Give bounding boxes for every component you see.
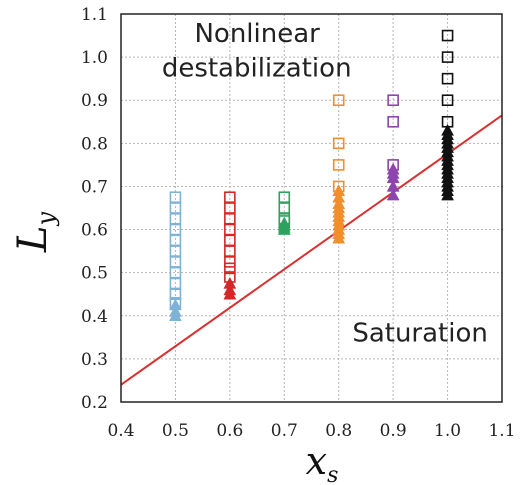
y-tick-label: 0.5 — [81, 264, 108, 284]
saturation-label: Saturation — [352, 319, 488, 349]
y-tick-label: 1.0 — [81, 48, 108, 68]
y-tick-label: 0.4 — [81, 307, 108, 327]
filled-triangle-point — [223, 287, 237, 300]
y-axis-label-main: L — [10, 226, 56, 254]
open-square-point — [224, 256, 236, 268]
open-square-point — [441, 51, 454, 63]
y-tick-label: 0.2 — [81, 393, 108, 413]
open-square-point — [441, 94, 454, 107]
open-square-point — [332, 94, 345, 107]
open-square-point — [332, 159, 345, 171]
y-axis-label: Ly — [10, 212, 60, 254]
x-tick-label: 0.7 — [271, 421, 298, 441]
y-tick-label: 0.6 — [81, 221, 108, 241]
x-tick-label: 1.0 — [434, 421, 461, 441]
x-axis-label-main: x — [306, 439, 327, 483]
x-tick-label: 0.6 — [216, 421, 243, 441]
x-tick-label: 0.9 — [380, 421, 407, 441]
x-axis-label: xs — [306, 439, 339, 485]
filled-triangle-point — [169, 309, 182, 322]
grid — [121, 14, 502, 402]
x-axis-label-sub: s — [327, 463, 338, 485]
y-tick-label: 0.7 — [81, 177, 108, 197]
y-tick-label: 0.3 — [81, 350, 108, 370]
data-points — [169, 29, 454, 322]
x-tick-labels: 0.4 0.5 0.6 0.7 0.8 0.9 1.0 1.1 — [107, 421, 515, 441]
plot-frame — [120, 13, 503, 403]
fit-line — [120, 114, 503, 386]
x-tick-label: 0.8 — [325, 421, 352, 441]
y-tick-label: 0.9 — [81, 91, 108, 111]
nonlinear-label-line1: Nonlinear — [194, 19, 320, 49]
y-tick-labels: 0.2 0.3 0.4 0.5 0.6 0.7 0.8 0.9 1.0 1.1 — [81, 5, 108, 413]
open-square-point — [224, 191, 236, 204]
x-tick-label: 1.1 — [488, 421, 515, 441]
open-square-point — [224, 262, 236, 275]
open-square-point — [387, 94, 399, 107]
y-axis-label-sub: y — [32, 212, 60, 227]
open-square-point — [169, 191, 182, 204]
open-square-point — [387, 115, 399, 128]
y-tick-label: 0.8 — [81, 134, 108, 154]
filled-triangle-point — [441, 188, 454, 201]
y-tick-label: 1.1 — [81, 5, 108, 25]
open-square-point — [332, 137, 345, 150]
open-square-point — [441, 29, 454, 42]
annotations: Nonlinear destabilization Saturation — [162, 19, 488, 349]
x-tick-label: 0.5 — [162, 421, 189, 441]
filled-triangle-point — [277, 223, 291, 235]
filled-triangle-point — [332, 231, 346, 244]
nonlinear-label-line2: destabilization — [162, 54, 352, 84]
x-tick-label: 0.4 — [107, 421, 134, 441]
open-square-point — [278, 191, 291, 204]
open-square-point — [441, 72, 454, 85]
filled-triangle-point — [386, 188, 400, 201]
